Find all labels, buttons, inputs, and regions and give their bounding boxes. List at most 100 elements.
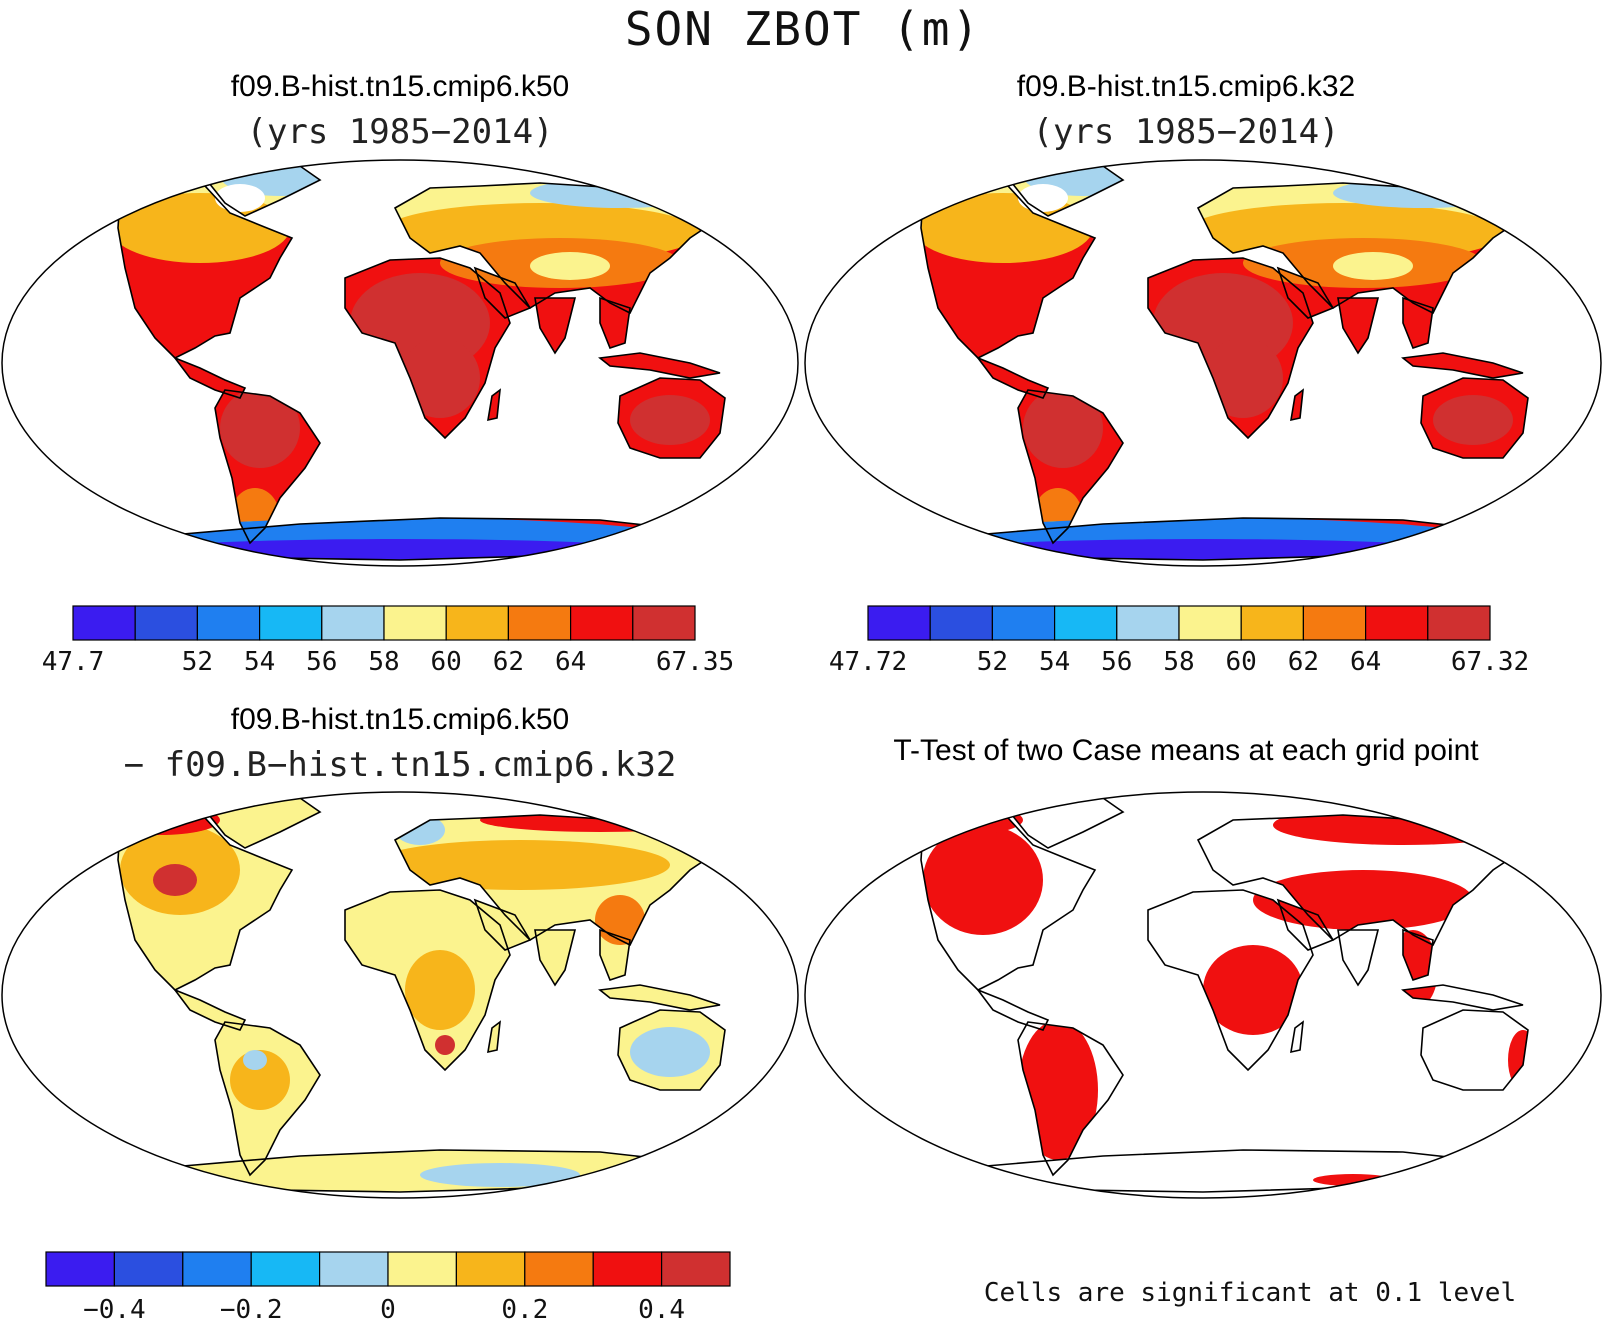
coastline-australia xyxy=(1420,1009,1529,1091)
colorbar-swatch xyxy=(1364,605,1429,641)
field-region xyxy=(153,864,197,896)
coastline-southAmerica xyxy=(214,1021,321,1177)
coastline-indonesia xyxy=(598,352,721,379)
field-region xyxy=(118,193,290,263)
colorbar-swatch xyxy=(72,605,136,641)
coastline-arabia xyxy=(473,266,532,319)
field-region xyxy=(921,193,1093,263)
colorbar-tick-label: 64 xyxy=(555,647,586,677)
coastline-northAmerica xyxy=(920,817,1097,991)
colorbar-tick-label: 60 xyxy=(431,647,462,677)
significance-note: Cells are significant at 0.1 level xyxy=(983,1278,1517,1308)
field-region xyxy=(923,825,1043,935)
colorbar-tick-label: 54 xyxy=(1039,647,1070,677)
field-region xyxy=(530,252,610,280)
coastline-eurasia xyxy=(393,814,722,947)
map-border xyxy=(1,159,799,567)
coastline-northAmerica xyxy=(920,185,1097,359)
colorbar-tick-label: 0.4 xyxy=(638,1295,685,1325)
map-border xyxy=(804,159,1602,567)
colorbar-tick-label: 47.7 xyxy=(42,647,105,677)
coastline-seAsia xyxy=(1402,928,1434,981)
panel1-title: f09.B-hist.tn15.cmip6.k50 xyxy=(230,70,570,103)
colorbar-tick-label: 52 xyxy=(182,647,213,677)
colorbar-swatch xyxy=(991,605,1056,641)
field-region xyxy=(215,184,265,212)
colorbar-swatch xyxy=(929,605,993,641)
coastline-seAsia xyxy=(1402,296,1434,349)
colorbar-swatch xyxy=(507,605,572,641)
coastline-arabia xyxy=(1276,266,1335,319)
colorbar-swatch xyxy=(250,1251,321,1287)
colorbar-tick-label: 62 xyxy=(1288,647,1319,677)
colorbar-tick-label: 67.32 xyxy=(1451,647,1529,677)
colorbar-tick-label: 60 xyxy=(1226,647,1257,677)
colorbar-tick-label: 47.72 xyxy=(830,647,907,677)
colorbar-swatch xyxy=(1240,605,1305,641)
map-content xyxy=(2,792,798,1198)
colorbar-swatch xyxy=(319,1251,389,1287)
coastline-madagascar xyxy=(1290,1020,1304,1054)
colorbar-tick-label: −0.2 xyxy=(220,1295,283,1325)
colorbar-k50: 47.7 52 54 56 58 60 62 64 67.35 xyxy=(42,605,734,677)
map-content xyxy=(2,160,798,566)
map-panel-k50 xyxy=(1,159,799,567)
coastline-madagascar xyxy=(487,1020,501,1054)
colorbar-swatch xyxy=(113,1251,184,1287)
colorbar-swatch xyxy=(1302,605,1367,641)
coastline-southAmerica xyxy=(1017,389,1124,545)
field-region xyxy=(405,950,475,1030)
coastline-india xyxy=(534,929,577,987)
map-panel-ttest xyxy=(804,791,1602,1199)
panel3-title: f09.B-hist.tn15.cmip6.k50 xyxy=(230,703,570,736)
field-region xyxy=(630,1027,710,1077)
field-region xyxy=(1333,252,1413,280)
colorbar-k32: 47.72 52 54 56 58 60 62 64 67.32 xyxy=(830,605,1529,677)
coastline-indonesia xyxy=(598,984,721,1011)
field-region xyxy=(400,338,480,418)
field-region xyxy=(630,395,710,445)
colorbar-tick-label: −0.4 xyxy=(83,1295,146,1325)
field-region xyxy=(120,539,680,560)
map-panel-k32 xyxy=(804,159,1602,567)
coastline-india xyxy=(534,297,577,355)
field-region xyxy=(243,1050,267,1070)
colorbar-swatch xyxy=(632,605,696,641)
colorbar-swatch xyxy=(592,1251,663,1287)
field-region xyxy=(1203,338,1283,418)
coastline-australia xyxy=(617,1009,726,1091)
coastline-eurasia xyxy=(393,182,722,315)
colorbar-swatch xyxy=(182,1251,252,1287)
coastline-seAsia xyxy=(599,296,631,349)
coastline-africa xyxy=(1147,889,1314,1072)
colorbar-swatch xyxy=(259,605,323,641)
field-region xyxy=(220,388,300,468)
colorbar-tick-label: 56 xyxy=(306,647,337,677)
coastline-australia xyxy=(617,377,726,459)
colorbar-swatch xyxy=(660,1251,731,1287)
coastline-africa xyxy=(344,889,511,1072)
coastline-indonesia xyxy=(1401,352,1524,379)
colorbar-swatch xyxy=(1054,605,1118,641)
colorbar-swatch xyxy=(569,605,634,641)
colorbar-swatch xyxy=(134,605,198,641)
coastline-eurasia xyxy=(1196,182,1525,315)
field-region xyxy=(435,1035,455,1055)
colorbar-swatch xyxy=(524,1251,594,1287)
colorbar-swatch xyxy=(387,1251,458,1287)
coastline-eurasia xyxy=(1196,814,1525,947)
field-region xyxy=(370,840,670,890)
field-region xyxy=(118,805,220,835)
map-border xyxy=(1,791,799,1199)
colorbar-tick-label: 52 xyxy=(977,647,1008,677)
colorbar-swatch xyxy=(867,605,931,641)
field-region xyxy=(1433,395,1513,445)
colorbar-swatch xyxy=(45,1251,116,1287)
colorbar-tick-label: 62 xyxy=(493,647,524,677)
colorbar-tick-label: 58 xyxy=(1163,647,1194,677)
field-region xyxy=(1313,1174,1393,1186)
colorbar-tick-label: 58 xyxy=(368,647,399,677)
coastline-africa xyxy=(1147,257,1314,440)
coastline-madagascar xyxy=(1290,388,1304,422)
coastline-india xyxy=(1337,929,1380,987)
